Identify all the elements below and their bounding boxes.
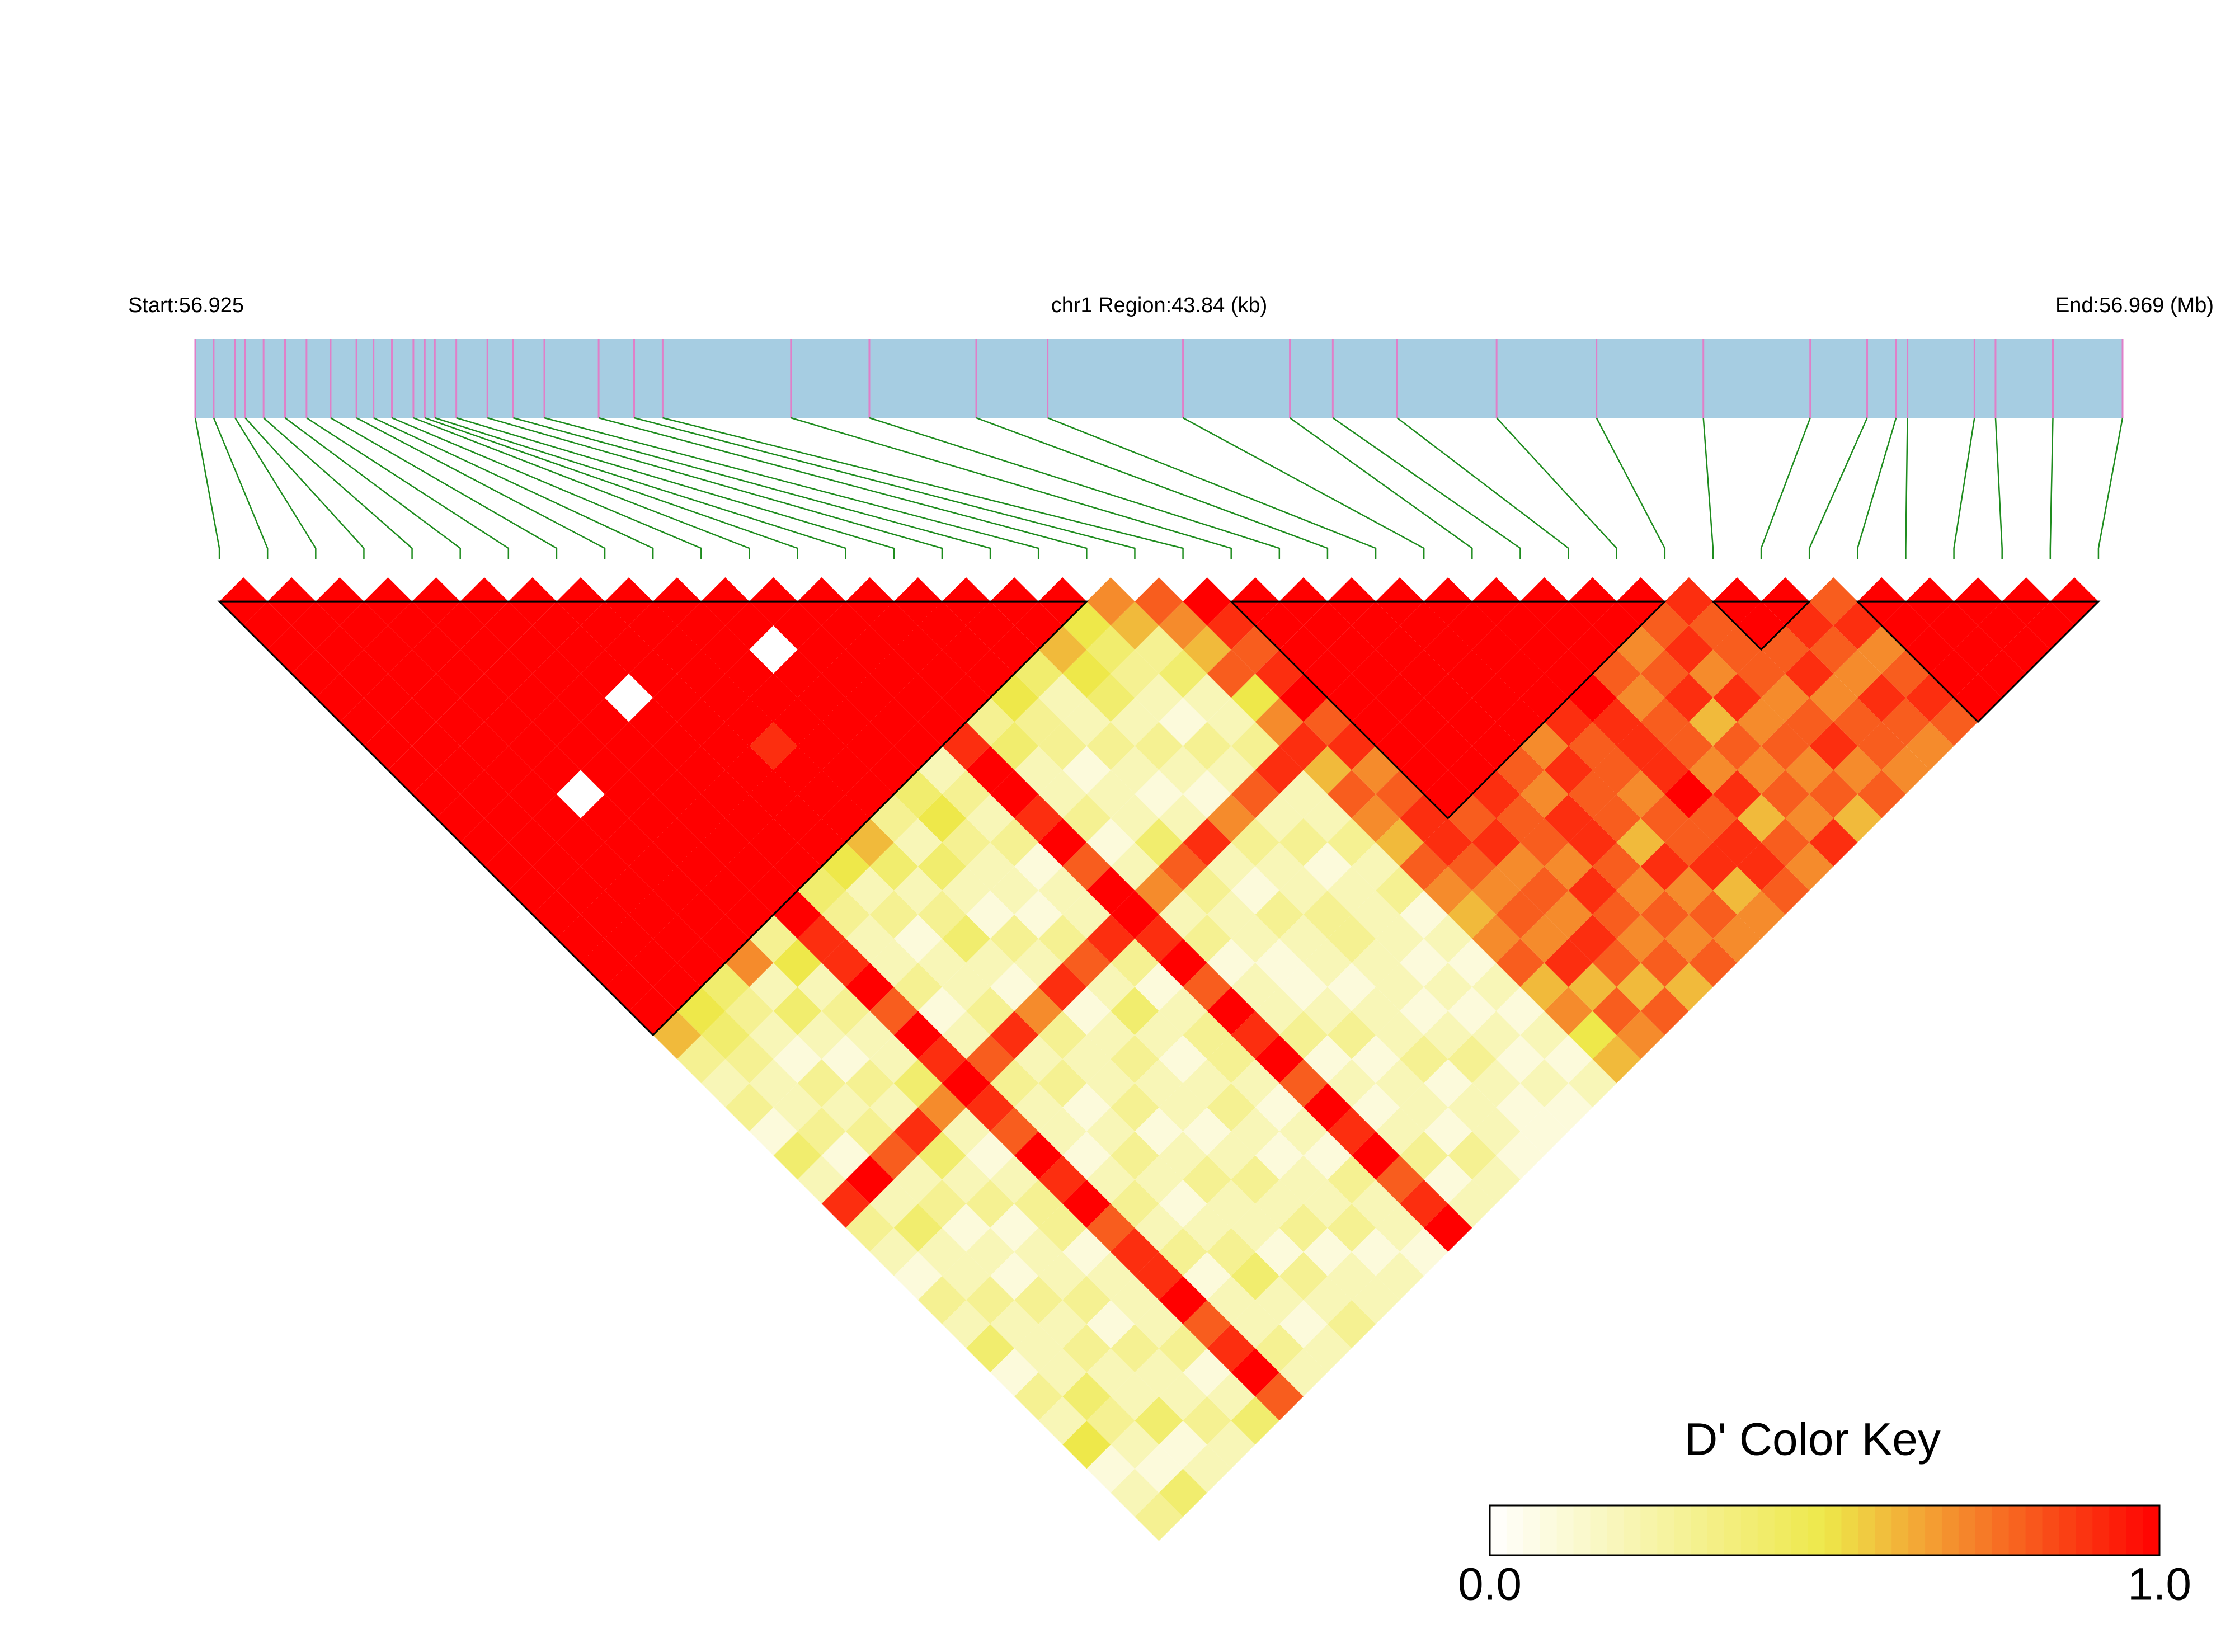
- snp-link-line: [487, 417, 943, 559]
- snp-link-line: [213, 417, 269, 559]
- color-key-segment: [1808, 1505, 1825, 1555]
- start-label: Start:56.925: [128, 294, 244, 317]
- snp-link-line: [194, 417, 220, 559]
- snp-link-line: [306, 417, 510, 559]
- color-key-segment: [2008, 1505, 2026, 1555]
- snp-link-line: [1702, 417, 1714, 559]
- color-key-segment: [1506, 1505, 1524, 1555]
- snp-link-line: [1289, 417, 1473, 559]
- snp-link-line: [662, 417, 1184, 559]
- color-key-segment: [1908, 1505, 1926, 1555]
- color-key-tick-label: 0.0: [1458, 1559, 1522, 1610]
- color-key-segment: [2126, 1505, 2144, 1555]
- snp-link-line: [869, 417, 1281, 559]
- color-key-segment: [1875, 1505, 1893, 1555]
- color-key-segment: [2076, 1505, 2093, 1555]
- color-key-segment: [1640, 1505, 1658, 1555]
- snp-link-line: [284, 417, 461, 559]
- snp-link-line: [373, 417, 654, 559]
- snp-link-line: [413, 417, 750, 559]
- color-key-segment: [2092, 1505, 2110, 1555]
- snp-link-line: [1596, 417, 1666, 559]
- snp-link-line: [2049, 417, 2054, 559]
- snp-link-line: [1905, 417, 1908, 559]
- snp-link-line: [356, 417, 606, 559]
- color-key-segment: [1958, 1505, 1976, 1555]
- snp-link-line: [234, 417, 317, 559]
- color-key-segment: [2059, 1505, 2077, 1555]
- snp-link-line: [1047, 417, 1377, 559]
- snp-link-line: [424, 417, 798, 559]
- snp-link-line: [513, 417, 991, 559]
- color-key-segment: [2025, 1505, 2043, 1555]
- snp-link-line: [1953, 417, 1975, 559]
- color-key-segment: [1607, 1505, 1625, 1555]
- ld-block-outline: [1229, 600, 1667, 820]
- color-key-segment: [2143, 1505, 2160, 1555]
- snp-link-line: [2097, 417, 2124, 559]
- snp-link-line: [544, 417, 1039, 559]
- snp-link-line: [263, 417, 413, 559]
- color-key-segment: [1724, 1505, 1742, 1555]
- snp-link-line: [1760, 417, 1811, 559]
- color-key-segment: [1757, 1505, 1775, 1555]
- snp-link-line: [976, 417, 1329, 559]
- snp-link-line: [1332, 417, 1521, 559]
- color-key-segment: [1774, 1505, 1792, 1555]
- color-key-segment: [1941, 1505, 1959, 1555]
- color-key-segment: [1523, 1505, 1541, 1555]
- snp-link-line: [1994, 417, 2003, 559]
- ld-block-outline: [1855, 600, 2101, 723]
- snp-link-line: [330, 417, 558, 559]
- color-key-segment: [1740, 1505, 1758, 1555]
- snp-link-line: [244, 417, 365, 559]
- snp-link-line: [392, 417, 702, 559]
- color-key-segment: [1657, 1505, 1675, 1555]
- snp-link-line: [791, 417, 1232, 559]
- color-key-segment: [2109, 1505, 2127, 1555]
- ld-block-outline: [1711, 600, 1811, 651]
- snp-link-line: [1396, 417, 1569, 559]
- color-key-segment: [2042, 1505, 2060, 1555]
- position-bar: [195, 339, 2123, 418]
- color-key-segment: [1975, 1505, 1993, 1555]
- color-key-segment: [1490, 1505, 1507, 1555]
- color-key-segment: [1707, 1505, 1725, 1555]
- snp-link-line: [434, 417, 846, 559]
- snp-link-line: [598, 417, 1088, 559]
- color-key-segment: [1590, 1505, 1608, 1555]
- color-key-segment: [1674, 1505, 1692, 1555]
- color-key-segment: [1992, 1505, 2010, 1555]
- snp-link-line: [1808, 417, 1868, 559]
- color-key-segment: [1791, 1505, 1809, 1555]
- snp-link-line: [456, 417, 895, 559]
- color-key-segment: [1691, 1505, 1709, 1555]
- color-key-segment: [1858, 1505, 1876, 1555]
- color-key-segment: [1824, 1505, 1842, 1555]
- snp-link-line: [1182, 417, 1425, 559]
- color-key-segment: [1624, 1505, 1641, 1555]
- color-key-segment: [1891, 1505, 1909, 1555]
- snp-link-line: [634, 417, 1136, 559]
- key-title: D' Color Key: [1685, 1414, 1941, 1465]
- color-key-tick-label: 1.0: [2128, 1559, 2191, 1610]
- end-label: End:56.969 (Mb): [2055, 294, 2214, 317]
- color-key-frame: [1489, 1504, 2161, 1556]
- snp-link-line: [1496, 417, 1617, 559]
- color-key-segment: [1540, 1505, 1558, 1555]
- color-key-segment: [1573, 1505, 1591, 1555]
- region-label: chr1 Region:43.84 (kb): [1051, 294, 1268, 317]
- color-key-segment: [1841, 1505, 1859, 1555]
- color-key-segment: [1925, 1505, 1942, 1555]
- snp-link-line: [1857, 417, 1897, 559]
- ld-block-outline: [217, 600, 1089, 1037]
- color-key-segment: [1556, 1505, 1574, 1555]
